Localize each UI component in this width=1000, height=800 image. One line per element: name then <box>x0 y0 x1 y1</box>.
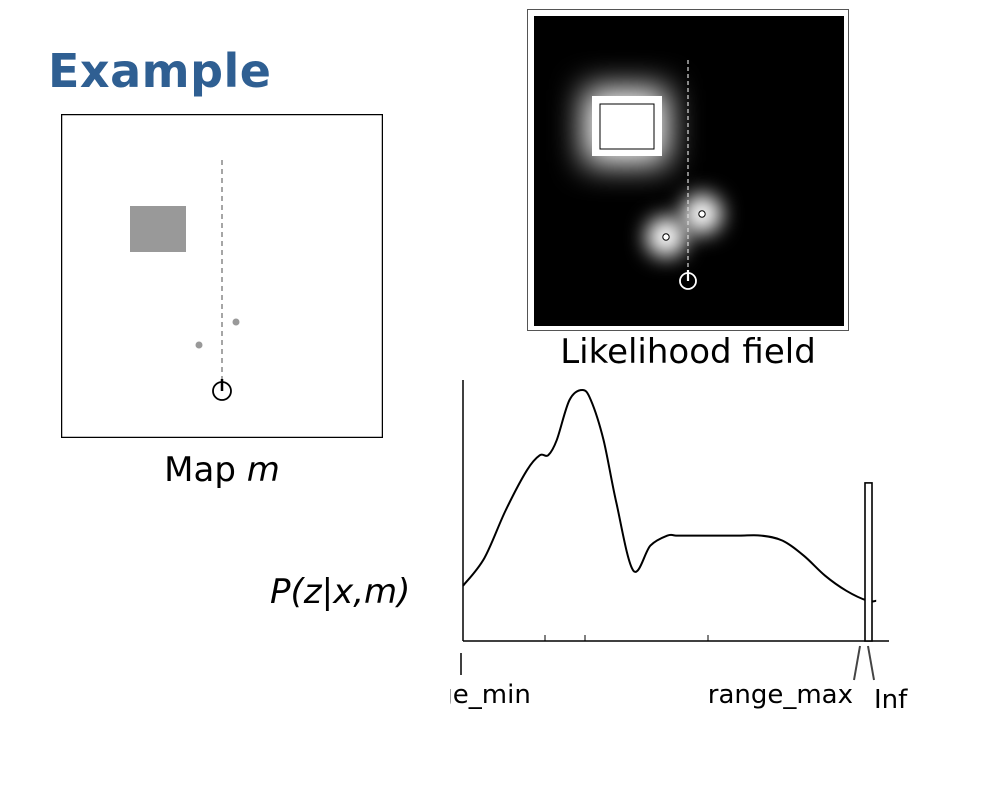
obstacle-outline <box>599 103 655 150</box>
probability-curve <box>462 388 877 603</box>
likelihood-field-caption: Likelihood field <box>560 332 816 372</box>
beam-endpoint-dot <box>698 210 706 218</box>
likelihood-field-image <box>534 16 844 326</box>
beam-endpoint-dot <box>662 233 670 241</box>
beam-endpoint-dot <box>232 318 240 326</box>
map-caption: Map m <box>61 450 383 490</box>
max-range-spike <box>864 482 873 642</box>
chart-y-label: P(z|x,m) <box>270 572 411 612</box>
tick-label-range-max: range_max <box>708 680 853 710</box>
map-caption-variable: m <box>246 450 280 490</box>
beam-endpoint-dot <box>195 341 203 349</box>
robot-pose-icon <box>679 270 697 290</box>
tick-label-inf: Inf <box>874 685 908 715</box>
obstacle-square <box>130 206 186 252</box>
tick-label-range-min: range_min <box>450 680 531 710</box>
robot-pose-icon <box>212 379 232 401</box>
slide-title: Example <box>48 44 272 98</box>
range-max-pointer <box>853 645 861 681</box>
probability-chart: range_min range_max Inf <box>450 380 908 715</box>
map-diagram <box>61 114 383 438</box>
map-caption-text: Map <box>164 450 247 490</box>
inf-pointer <box>867 645 875 681</box>
